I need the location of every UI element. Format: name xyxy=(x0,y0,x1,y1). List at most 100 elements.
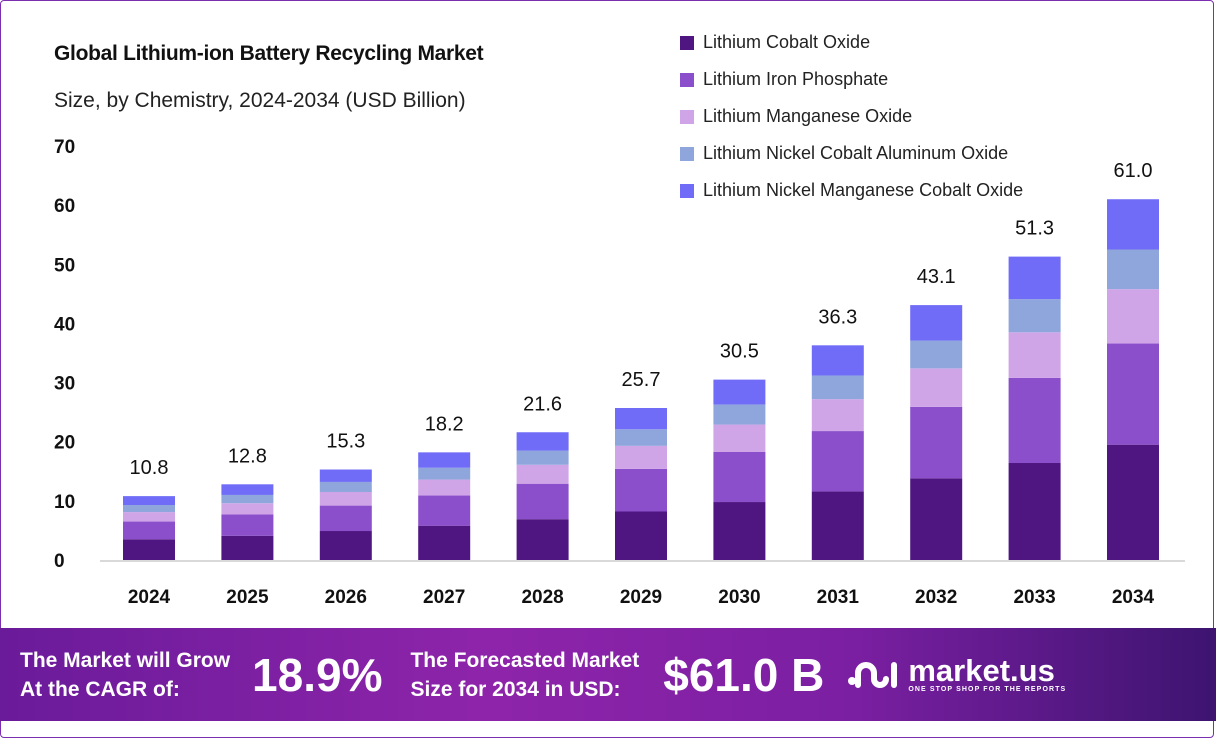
bar-segment-2034-4 xyxy=(1107,199,1159,250)
bar-segment-2032-4 xyxy=(910,305,963,341)
bar-segment-2027-2 xyxy=(418,479,471,496)
bar-segment-2032-1 xyxy=(910,406,963,479)
forecast-label-line2: Size for 2034 in USD: xyxy=(410,677,621,701)
bar-segment-2028-2 xyxy=(516,464,569,484)
bar-segment-2025-1 xyxy=(221,514,274,536)
bar-segment-2031-4 xyxy=(811,345,864,376)
bar-segment-2024-2 xyxy=(123,512,175,522)
bar-segment-2032-0 xyxy=(910,478,963,560)
legend-item: Lithium Nickel Manganese Cobalt Oxide xyxy=(680,172,1023,209)
bar-segment-2030-1 xyxy=(713,451,766,503)
bar-segment-2029-3 xyxy=(615,429,667,446)
x-tick-label: 2031 xyxy=(817,587,860,608)
bar-segment-2027-1 xyxy=(418,495,471,526)
bar-segment-2028-4 xyxy=(516,432,569,451)
total-label: 51.3 xyxy=(1015,218,1054,240)
y-tick-label: 10 xyxy=(54,492,75,513)
bar-segment-2030-3 xyxy=(713,404,766,425)
bar-segment-2034-3 xyxy=(1107,249,1159,290)
total-label: 43.1 xyxy=(917,266,956,288)
total-label: 61.0 xyxy=(1114,160,1153,182)
bar-segment-2033-0 xyxy=(1008,463,1061,560)
bar-segment-2026-4 xyxy=(319,469,372,482)
y-tick-label: 0 xyxy=(54,551,65,572)
y-tick-label: 20 xyxy=(54,433,75,454)
legend: Lithium Cobalt Oxide Lithium Iron Phospha… xyxy=(680,24,1023,209)
legend-item: Lithium Cobalt Oxide xyxy=(680,24,1023,61)
x-tick-label: 2030 xyxy=(718,587,760,608)
total-label: 36.3 xyxy=(818,306,857,328)
legend-swatch xyxy=(680,72,694,87)
bar-segment-2030-4 xyxy=(713,379,766,405)
x-tick-label: 2025 xyxy=(226,587,269,608)
bar-segment-2024-0 xyxy=(123,539,175,560)
chart-title: Global Lithium-ion Battery Recycling Mar… xyxy=(54,42,484,65)
legend-swatch xyxy=(680,183,694,198)
legend-label: Lithium Iron Phosphate xyxy=(703,69,889,89)
bar-segment-2028-0 xyxy=(516,519,569,560)
bar-segment-2029-0 xyxy=(615,511,667,560)
bar-segment-2034-1 xyxy=(1107,343,1159,445)
bar-segment-2034-0 xyxy=(1107,444,1159,560)
bar-segment-2027-3 xyxy=(418,467,471,480)
x-tick-label: 2034 xyxy=(1112,587,1155,608)
x-tick-label: 2033 xyxy=(1013,587,1055,608)
total-label: 15.3 xyxy=(326,431,365,453)
bar-segment-2029-1 xyxy=(615,468,667,512)
y-tick-label: 70 xyxy=(54,137,75,158)
logo-icon xyxy=(848,661,898,688)
bar-segment-2031-0 xyxy=(811,491,864,560)
legend-label: Lithium Nickel Manganese Cobalt Oxide xyxy=(703,180,1024,200)
bar-segment-2031-2 xyxy=(811,399,864,432)
total-label: 25.7 xyxy=(622,369,661,391)
total-label: 30.5 xyxy=(720,341,759,363)
bar-segment-2033-1 xyxy=(1008,377,1061,464)
total-label: 10.8 xyxy=(130,457,169,479)
x-tick-label: 2027 xyxy=(423,587,465,608)
legend-label: Lithium Nickel Cobalt Aluminum Oxide xyxy=(703,143,1009,163)
bar-segment-2029-2 xyxy=(615,445,667,469)
legend-item: Lithium Manganese Oxide xyxy=(680,98,1023,135)
total-label: 18.2 xyxy=(425,413,464,435)
bar-segment-2028-3 xyxy=(516,450,569,465)
cagr-label-line2: At the CAGR of: xyxy=(20,677,180,701)
forecast-label-line1: The Forecasted Market xyxy=(410,648,640,672)
x-tick-label: 2029 xyxy=(620,587,662,608)
bar-segment-2027-4 xyxy=(418,452,471,468)
x-tick-label: 2024 xyxy=(128,587,171,608)
cagr-value: 18.9% xyxy=(252,648,383,701)
bar-segment-2029-4 xyxy=(615,408,667,430)
bar-segment-2026-2 xyxy=(319,491,372,506)
legend-item: Lithium Iron Phosphate xyxy=(680,61,1023,98)
stacked-bar-chart: 01020304050607010.8202412.8202515.320261… xyxy=(54,137,1185,608)
bar-segment-2026-3 xyxy=(319,481,372,492)
bar-segment-2030-0 xyxy=(713,502,766,560)
x-tick-label: 2032 xyxy=(915,587,957,608)
logo-tagline: ONE STOP SHOP FOR THE REPORTS xyxy=(908,686,1067,693)
bar-segment-2025-4 xyxy=(221,484,274,495)
bar-segment-2024-3 xyxy=(123,504,175,513)
bar-segment-2024-4 xyxy=(123,496,175,505)
y-tick-label: 60 xyxy=(54,196,75,217)
bar-segment-2025-3 xyxy=(221,494,274,504)
total-label: 21.6 xyxy=(523,393,562,415)
legend-swatch xyxy=(680,35,694,50)
bar-segment-2031-1 xyxy=(811,431,864,492)
bar-segment-2025-2 xyxy=(221,503,274,515)
bar-segment-2030-2 xyxy=(713,424,766,452)
market-us-logo: market.us ONE STOP SHOP FOR THE REPORTS xyxy=(846,655,1066,695)
bar-segment-2032-3 xyxy=(910,340,963,369)
legend-swatch xyxy=(680,109,694,124)
bar-segment-2033-3 xyxy=(1008,299,1061,333)
bar-segment-2031-3 xyxy=(811,375,864,400)
bar-segment-2032-2 xyxy=(910,368,963,407)
bar-segment-2033-2 xyxy=(1008,332,1061,378)
bar-segment-2024-1 xyxy=(123,521,175,540)
y-tick-label: 40 xyxy=(54,314,75,335)
x-tick-label: 2028 xyxy=(521,587,563,608)
total-label: 12.8 xyxy=(228,445,267,467)
bar-segment-2033-4 xyxy=(1008,256,1061,300)
legend-item: Lithium Nickel Cobalt Aluminum Oxide xyxy=(680,135,1023,172)
legend-label: Lithium Cobalt Oxide xyxy=(703,32,871,52)
